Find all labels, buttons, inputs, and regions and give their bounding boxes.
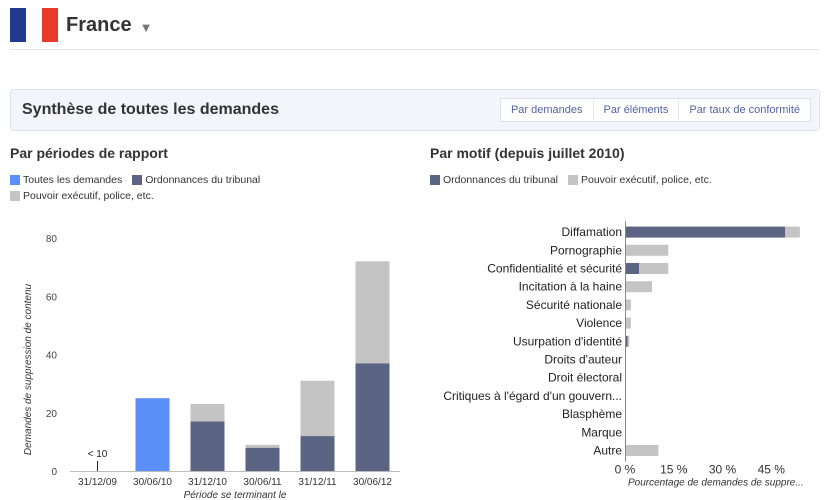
legend-label-court: Ordonnances du tribunal — [145, 174, 261, 186]
category-label: Confidentialité et sécurité — [487, 262, 622, 276]
legend-item-executive: Pouvoir exécutif, police, etc. — [10, 188, 154, 204]
bar-segment — [639, 263, 669, 274]
bar-segment — [190, 404, 225, 422]
legend-label-exec: Pouvoir exécutif, police, etc. — [23, 190, 154, 202]
legend-item-executive-right: Pouvoir exécutif, police, etc. — [568, 172, 712, 188]
x-tick-label: 45 % — [758, 463, 786, 477]
bar-segment — [626, 244, 669, 256]
right-chart-legend: Ordonnances du tribunal Pouvoir exécutif… — [430, 172, 820, 188]
category-label: Marque — [581, 425, 622, 439]
bar-segment — [245, 447, 280, 471]
category-label: Blasphème — [562, 407, 622, 421]
legend-swatch-exec — [10, 191, 20, 201]
country-header[interactable]: France ▼ — [10, 8, 152, 42]
category-label: Droit électoral — [548, 371, 622, 385]
x-tick-label: 30/06/11 — [243, 477, 282, 488]
dropdown-caret-icon[interactable]: ▼ — [139, 19, 153, 35]
legend-swatch-all — [10, 175, 20, 185]
legend-swatch-court — [132, 175, 143, 185]
bar-segment — [245, 444, 280, 448]
category-label: Pornographie — [550, 243, 622, 257]
requests-by-reason-chart: Diffamation Pornographie Confidentialité e… — [443, 221, 804, 489]
tab-par-elements[interactable]: Par éléments — [592, 99, 679, 121]
header-divider — [10, 49, 820, 50]
bar-segment — [626, 226, 786, 238]
bar-segment — [355, 363, 390, 471]
legend-item-court-orders: Ordonnances du tribunal — [132, 172, 260, 188]
category-label: Diffamation — [562, 225, 622, 239]
x-tick-label: 31/12/09 — [78, 477, 117, 488]
bar-segment — [135, 398, 170, 471]
bar-segment — [300, 380, 335, 437]
legend-swatch-court-right — [430, 175, 440, 185]
category-label: Critiques à l'égard d'un gouvern... — [443, 389, 622, 403]
x-tick-label: 31/12/11 — [298, 477, 337, 488]
x-tick-label: 30/06/10 — [133, 477, 172, 488]
bar-segment — [626, 445, 659, 456]
x-tick-label: 30 % — [709, 463, 737, 477]
category-label: Autre — [593, 444, 622, 458]
bar-segment — [626, 263, 639, 274]
bar-segment — [190, 421, 225, 471]
bar-segment — [300, 436, 335, 471]
legend-item-court-orders-right: Ordonnances du tribunal — [430, 172, 558, 188]
flag-red-stripe — [42, 8, 58, 42]
bar-segment — [626, 299, 631, 311]
category-label: Violence — [576, 316, 622, 330]
right-chart-title: Par motif (depuis juillet 2010) — [430, 145, 625, 161]
y-tick-label: 0 — [51, 467, 57, 478]
france-flag-icon — [10, 8, 58, 42]
left-chart-title: Par périodes de rapport — [10, 145, 168, 161]
left-chart-legend: Toutes les demandes Ordonnances du tribu… — [10, 172, 310, 204]
x-tick-label: 30/06/12 — [353, 477, 392, 488]
y-tick-label: 80 — [46, 234, 58, 245]
x-tick-label: 15 % — [660, 463, 688, 477]
bar-segment — [785, 226, 800, 238]
category-label: Sécurité nationale — [526, 298, 622, 312]
bar-segment — [626, 281, 652, 293]
bar-segment — [627, 335, 630, 347]
view-tabs: Par demandes Par éléments Par taux de co… — [499, 98, 811, 122]
tab-par-taux[interactable]: Par taux de conformité — [678, 99, 810, 121]
category-label: Usurpation d'identité — [513, 334, 622, 348]
x-tick-label: 31/12/10 — [188, 477, 227, 488]
y-axis-title: Demandes de suppression de contenu — [23, 283, 34, 455]
tab-par-demandes[interactable]: Par demandes — [510, 104, 583, 116]
flag-white-stripe — [26, 8, 42, 42]
bar-segment — [626, 317, 631, 329]
legend-item-all-requests: Toutes les demandes — [10, 172, 122, 188]
bar-segment — [626, 335, 628, 347]
legend-label-exec-right: Pouvoir exécutif, police, etc. — [581, 174, 712, 186]
x-axis-title: Pourcentage de demandes de suppre... — [628, 478, 804, 489]
country-name[interactable]: France — [66, 13, 132, 36]
category-label: Droits d'auteur — [544, 353, 622, 367]
summary-panel: Synthèse de toutes les demandes Par dema… — [10, 89, 820, 131]
y-tick-label: 60 — [46, 292, 58, 303]
bar-segment — [355, 261, 390, 364]
y-tick-label: 40 — [46, 351, 58, 362]
flag-blue-stripe — [10, 8, 26, 42]
small-value-label: < 10 — [88, 449, 108, 460]
legend-label-all: Toutes les demandes — [23, 174, 123, 186]
legend-label-court-right: Ordonnances du tribunal — [443, 174, 558, 186]
requests-by-period-chart: 0 20 40 60 80 31/12/09 30/06/10 31/12/10 30/06/1… — [23, 234, 400, 500]
category-label: Incitation à la haine — [519, 280, 623, 294]
x-tick-label: 0 % — [615, 463, 636, 477]
legend-swatch-exec-right — [568, 175, 578, 185]
y-tick-label: 20 — [46, 409, 58, 420]
x-axis-title: Période se terminant le — [184, 490, 287, 500]
summary-title: Synthèse de toutes les demandes — [22, 101, 279, 118]
